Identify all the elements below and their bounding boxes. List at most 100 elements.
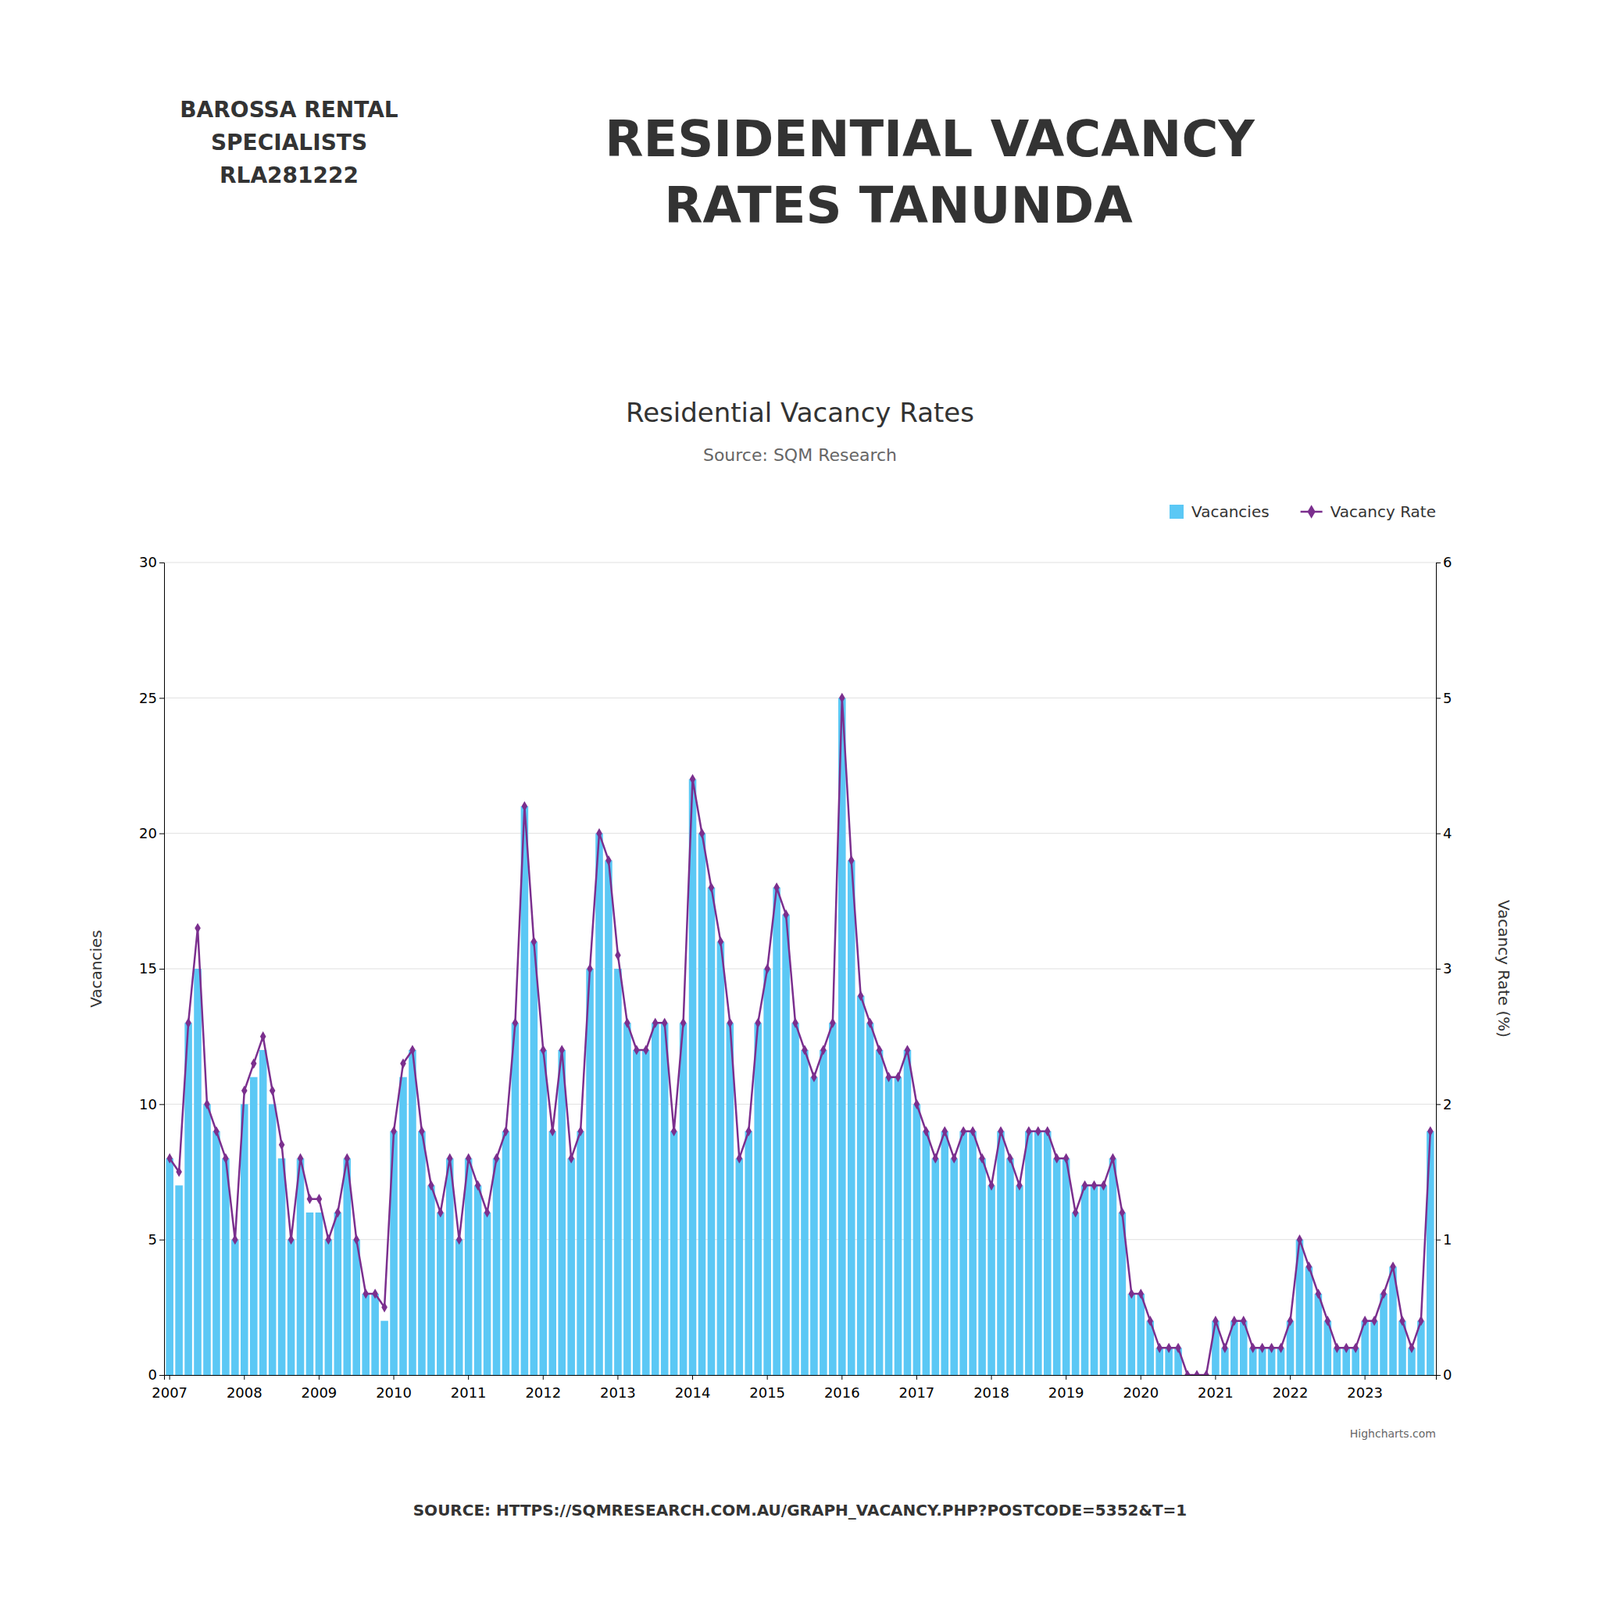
line-marker (876, 1044, 883, 1055)
line-marker (175, 1166, 183, 1177)
line-marker (307, 1193, 314, 1204)
line-marker (493, 1153, 500, 1164)
bar (1062, 1158, 1071, 1375)
y2-axis-tick-label: 6 (1442, 553, 1452, 571)
line-marker (465, 1153, 472, 1164)
bar (595, 833, 604, 1375)
line-marker (567, 1153, 575, 1164)
grid (164, 562, 1436, 1375)
line-marker (1025, 1125, 1033, 1136)
bar (259, 1050, 268, 1375)
line-marker (642, 1044, 650, 1055)
tick-mark (159, 1239, 165, 1241)
legend-item: Vacancies (1169, 502, 1270, 522)
line-marker (1212, 1315, 1219, 1326)
plot-marks (165, 692, 1434, 1375)
bar (361, 1293, 370, 1375)
x-tick: 2009 (301, 1375, 338, 1401)
line-marker (596, 828, 603, 839)
tick-mark (159, 562, 165, 564)
line-marker (456, 1234, 463, 1245)
line-marker (754, 1017, 761, 1029)
bar (548, 1131, 557, 1375)
line-marker (1146, 1315, 1154, 1326)
x-tick-label: 2019 (1048, 1384, 1085, 1401)
x-tick: 2022 (1272, 1375, 1309, 1401)
bar (250, 1077, 258, 1375)
line-marker (1082, 1180, 1089, 1191)
y2-axis-tick-label: 4 (1442, 825, 1452, 842)
line-marker (1380, 1288, 1387, 1299)
tick-mark (1140, 1375, 1142, 1380)
bar (922, 1131, 931, 1375)
bar (1090, 1185, 1099, 1375)
line-marker (446, 1153, 454, 1164)
line-marker (418, 1125, 425, 1136)
y-axis-tick-label: 10 (139, 1096, 158, 1113)
line-marker (1165, 1342, 1172, 1354)
bar (978, 1158, 986, 1375)
line-marker (343, 1153, 350, 1164)
bar (576, 1131, 585, 1375)
line-marker (539, 1044, 547, 1055)
line-marker (708, 882, 715, 893)
grid-line (164, 697, 1436, 699)
bar (800, 1050, 809, 1375)
bar (1034, 1131, 1043, 1375)
line-marker (1250, 1342, 1257, 1354)
line-marker (848, 855, 855, 866)
line-marker (586, 963, 593, 974)
bar (632, 1050, 641, 1375)
x-tick: 2021 (1197, 1375, 1234, 1401)
bar (1071, 1212, 1080, 1375)
bar (474, 1185, 483, 1375)
y-axis-tick: 5 (148, 1231, 165, 1248)
y-axis-tick: 30 (139, 553, 165, 571)
line-marker (633, 1044, 640, 1055)
tick-mark (1364, 1375, 1366, 1380)
line-marker (558, 1044, 565, 1055)
bar (175, 1185, 183, 1375)
line-marker (810, 1071, 818, 1083)
bar (968, 1131, 977, 1375)
y2-axis-tick: 1 (1435, 1231, 1452, 1248)
tick-mark (159, 1103, 165, 1105)
line-marker (820, 1044, 827, 1055)
tick-mark (692, 1375, 693, 1380)
tick-mark (991, 1375, 993, 1380)
y2-axis-tick-label: 2 (1442, 1096, 1452, 1113)
tick-mark (1435, 1103, 1441, 1105)
bar (296, 1158, 305, 1375)
bar (511, 1022, 520, 1375)
x-tick: 2017 (899, 1375, 936, 1401)
x-tick: 2008 (226, 1375, 263, 1401)
line-marker (1325, 1315, 1332, 1326)
y-axis-tick: 20 (139, 825, 165, 842)
bar (371, 1293, 379, 1375)
line-marker (941, 1125, 948, 1136)
line-marker (241, 1085, 248, 1096)
line-marker (278, 1139, 286, 1150)
bar (408, 1050, 417, 1375)
bar (698, 833, 707, 1375)
line-marker (792, 1017, 799, 1029)
bar (530, 941, 539, 1375)
line-marker (1100, 1180, 1108, 1191)
line-marker (1156, 1342, 1163, 1354)
bar (315, 1212, 324, 1375)
line-marker (297, 1153, 304, 1164)
bar (735, 1158, 744, 1375)
line-marker (773, 882, 780, 893)
legend: VacanciesVacancy Rate (1169, 502, 1436, 522)
line-marker (316, 1193, 323, 1204)
y-axis-tick-label: 15 (139, 960, 158, 977)
logo-text: BAROSSA RENTALSPECIALISTSRLA281222 (179, 96, 399, 189)
bar (866, 1022, 875, 1375)
x-tick: 2015 (749, 1375, 786, 1401)
line-marker (745, 1125, 752, 1136)
bar (660, 1022, 669, 1375)
y-axis-tick: 0 (148, 1366, 165, 1383)
bar (567, 1158, 575, 1375)
bar (268, 1103, 277, 1375)
x-tick-label: 2010 (375, 1384, 412, 1401)
